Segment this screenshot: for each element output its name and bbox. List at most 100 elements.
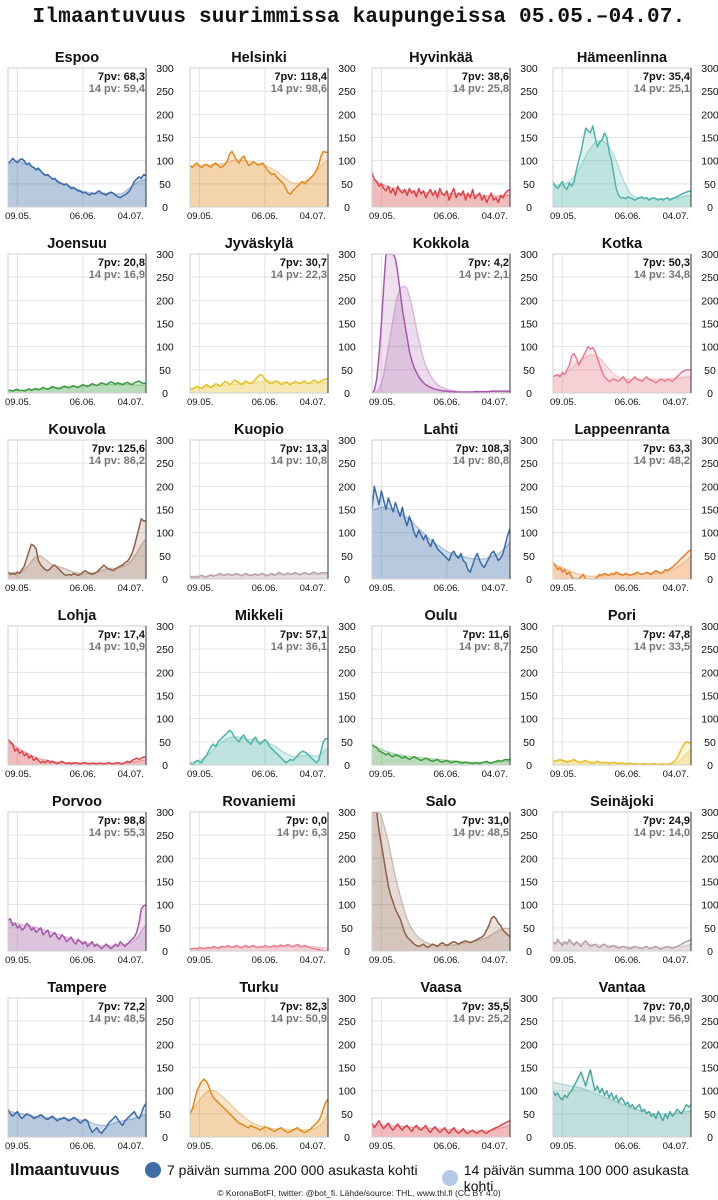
area-7pv [553,741,691,765]
y-tick-label: 100 [156,156,174,168]
y-tick-label: 50 [704,737,716,749]
y-tick-label: 0 [707,574,713,586]
y-tick-label: 0 [344,574,350,586]
chart-kouvola: 0 50 100 150 200 250 300 09.05. 06.06. 04.07. Kouv… [5,414,186,600]
x-tick-label: 09.05. [369,769,395,780]
chart-kuopio: 0 50 100 150 200 250 300 09.05. 06.06. 04.07. Kuop… [187,414,368,600]
y-tick-label: 300 [701,63,718,75]
chart-espoo: 0 50 100 150 200 250 300 09.05. 06.06. 04.07. Espo… [5,42,186,228]
y-tick-label: 0 [162,1132,168,1144]
x-tick-label: 04.07. [663,397,689,408]
chart-title: Kotka [602,236,643,252]
line-7pv [553,125,691,201]
x-tick-label: 04.07. [118,1141,144,1152]
area-7pv [372,744,510,765]
x-tick-label: 06.06. [252,583,278,594]
stat-7pv: 7pv: 72,2 [98,1001,145,1013]
y-tick-label: 200 [338,1039,356,1051]
legend-swatch-14pv [442,1170,458,1186]
chart-title: Jyväskylä [225,236,294,252]
y-tick-label: 200 [520,853,538,865]
x-tick-label: 09.05. [369,211,395,222]
area-7pv [8,381,146,393]
y-tick-label: 150 [701,1063,718,1075]
y-tick-label: 50 [523,737,535,749]
x-tick-label: 09.05. [5,769,31,780]
x-tick-label: 09.05. [5,211,31,222]
x-tick-label: 09.05. [550,211,576,222]
chart-svg: 0 50 100 150 200 250 300 09.05. 06.06. 04.07. Sein… [550,794,718,966]
stat-14pv: 14 pv: 55,3 [89,827,145,839]
area-14pv [372,286,510,393]
source-credit: © KoronaBotFI, twitter: @bot_fi. Lähde/s… [217,1188,501,1198]
y-tick-label: 50 [159,923,171,935]
chart-h-meenlinna: 0 50 100 150 200 250 300 09.05. 06.06. 04.07. Häme… [550,42,718,228]
line-14pv [8,538,146,575]
y-tick-label: 200 [338,853,356,865]
x-tick-label: 04.07. [300,397,326,408]
y-tick-label: 150 [520,505,538,517]
y-tick-label: 250 [520,830,538,842]
y-tick-label: 150 [338,505,356,517]
stat-14pv: 14 pv: 16,9 [89,269,145,281]
chart-svg: 0 50 100 150 200 250 300 09.05. 06.06. 04.07. Kouv… [5,422,174,594]
stat-14pv: 14 pv: 86,2 [89,455,145,467]
area-14pv [8,742,146,765]
y-tick-label: 50 [159,1109,171,1121]
area-14pv [190,573,328,579]
y-tick-label: 200 [156,1039,174,1051]
line-14pv [190,735,328,763]
stat-7pv: 7pv: 20,8 [98,257,145,269]
y-tick-label: 300 [701,621,718,633]
y-tick-label: 50 [159,737,171,749]
y-tick-label: 0 [344,1132,350,1144]
area-14pv [8,1111,146,1137]
x-tick-label: 04.07. [118,211,144,222]
chart-svg: 0 50 100 150 200 250 300 09.05. 06.06. 04.07. Oulu… [369,608,538,780]
x-tick-label: 06.06. [434,583,460,594]
stat-14pv: 14 pv: 34,8 [634,269,690,281]
y-tick-label: 300 [156,63,174,75]
line-7pv [8,518,146,577]
chart-title: Vantaa [599,980,647,996]
x-tick-label: 09.05. [187,769,213,780]
y-tick-label: 0 [707,946,713,958]
stat-7pv: 7pv: 4,2 [468,257,509,269]
y-tick-label: 250 [156,644,174,656]
y-tick-label: 200 [701,295,718,307]
y-tick-label: 250 [701,272,718,284]
line-7pv [372,1120,510,1135]
x-tick-label: 09.05. [550,955,576,966]
x-tick-label: 06.06. [434,397,460,408]
y-tick-label: 300 [338,621,356,633]
y-tick-label: 0 [344,760,350,772]
line-7pv [8,904,146,950]
stat-7pv: 7pv: 30,7 [280,257,327,269]
y-tick-label: 50 [704,365,716,377]
area-7pv [372,254,510,393]
stat-7pv: 7pv: 98,8 [98,815,145,827]
y-tick-label: 50 [523,365,535,377]
stat-14pv: 14 pv: 59,4 [89,83,146,95]
stat-7pv: 7pv: 63,3 [643,443,690,455]
chart-salo: 0 50 100 150 200 250 300 09.05. 06.06. 04.07. Salo… [369,786,550,972]
x-tick-label: 06.06. [434,1141,460,1152]
y-tick-label: 150 [156,133,174,145]
chart-title: Rovaniemi [222,794,295,810]
stat-14pv: 14 pv: 25,1 [634,83,690,95]
stat-14pv: 14 pv: 2,1 [459,269,509,281]
y-tick-label: 200 [701,853,718,865]
chart-svg: 0 50 100 150 200 250 300 09.05. 06.06. 04.07. Kotk… [550,236,718,408]
x-tick-label: 04.07. [663,211,689,222]
area-14pv [372,180,510,207]
chart-svg: 0 50 100 150 200 250 300 09.05. 06.06. 04.07. Lapp… [550,422,718,594]
area-7pv [190,730,328,765]
chart-oulu: 0 50 100 150 200 250 300 09.05. 06.06. 04.07. Oulu… [369,600,550,786]
y-tick-label: 200 [701,481,718,493]
y-tick-label: 100 [156,342,174,354]
y-tick-label: 0 [526,946,532,958]
y-tick-label: 200 [701,109,718,121]
y-tick-label: 0 [526,574,532,586]
y-tick-label: 50 [523,923,535,935]
chart-helsinki: 0 50 100 150 200 250 300 09.05. 06.06. 04.07. Hels… [187,42,368,228]
